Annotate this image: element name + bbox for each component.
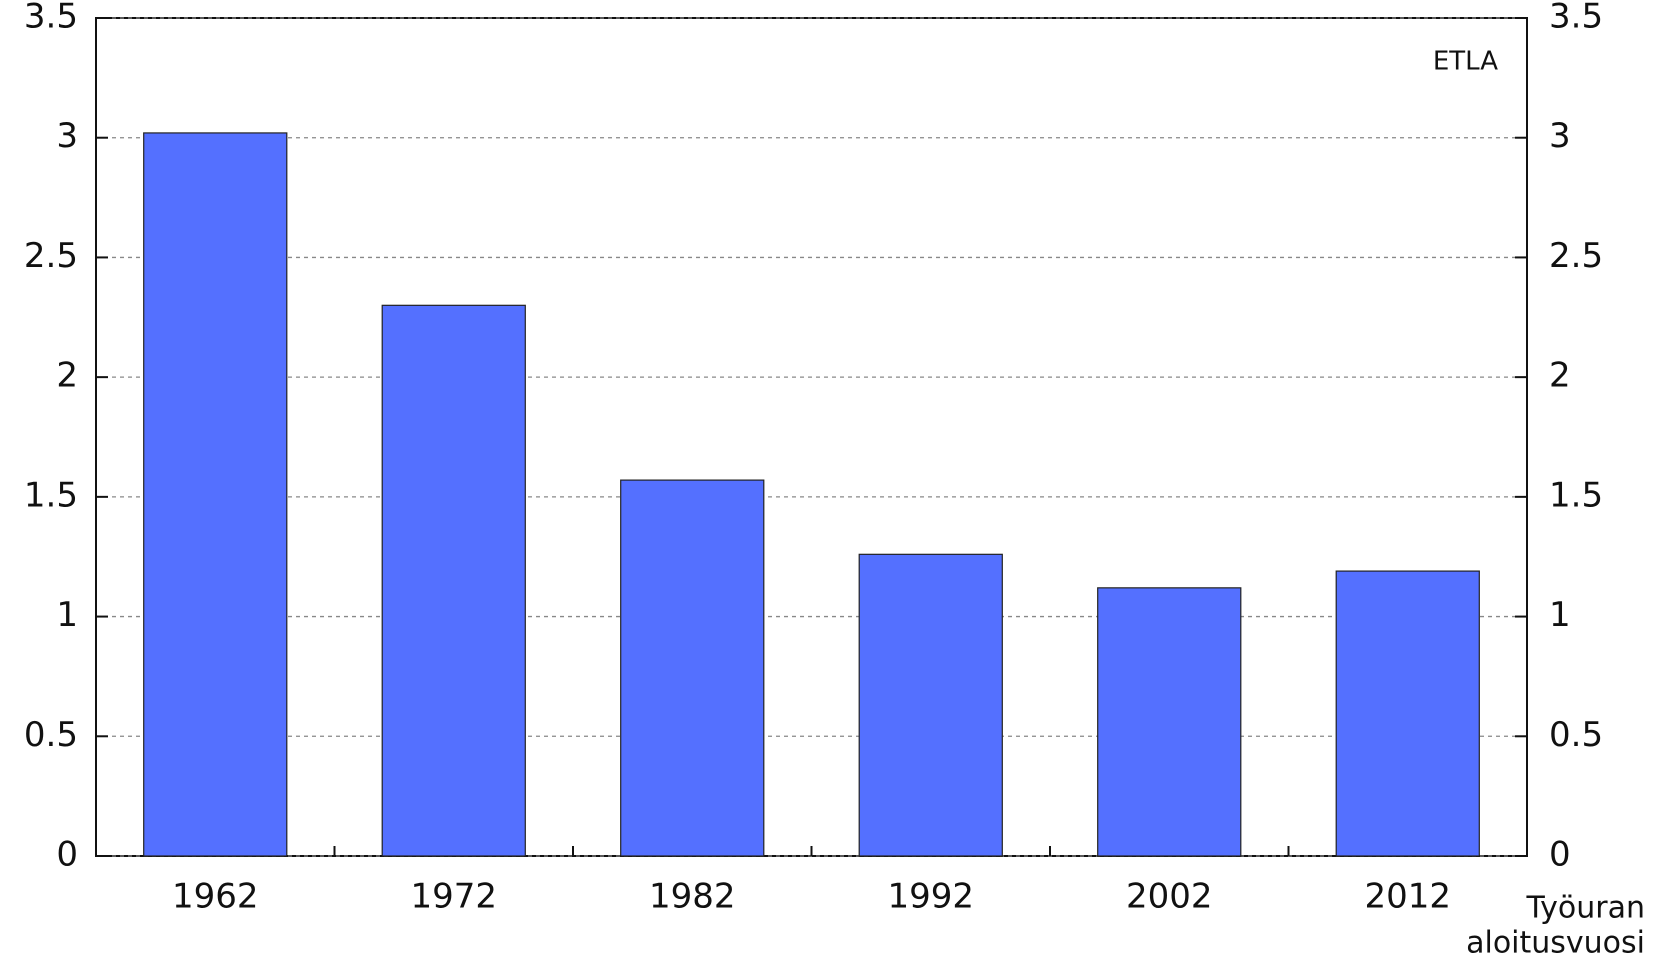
bar (620, 479, 765, 857)
y2-tick-label: 3 (1549, 116, 1571, 156)
x-axis-label: Työuran (1525, 891, 1645, 926)
y2-tick-label: 1 (1549, 595, 1571, 635)
y-tick-label: 3 (56, 116, 78, 156)
y2-tick-label: 2 (1549, 356, 1571, 396)
bar (858, 553, 1003, 857)
y-tick-label: 2 (56, 356, 78, 396)
bar (143, 132, 288, 857)
x-tick-label: 2002 (1126, 877, 1213, 917)
x-axis-label: aloitusvuosi (1466, 926, 1645, 958)
plot-frame (95, 17, 1528, 857)
y-tick-label: 1 (56, 595, 78, 635)
x-tick-label: 1992 (887, 877, 974, 917)
x-tick-label: 1962 (172, 877, 259, 917)
bar (1097, 587, 1242, 857)
bar (381, 304, 526, 857)
y2-tick-label: 3.5 (1549, 0, 1603, 37)
y2-tick-label: 1.5 (1549, 475, 1603, 515)
y-tick-label: 0 (56, 835, 78, 875)
y2-tick-label: 0.5 (1549, 715, 1603, 755)
y2-tick-label: 0 (1549, 835, 1571, 875)
bar (1335, 570, 1480, 857)
x-tick-label: 1972 (410, 877, 497, 917)
y-tick-label: 0.5 (24, 715, 78, 755)
y-tick-label: 2.5 (24, 236, 78, 276)
y2-tick-label: 2.5 (1549, 236, 1603, 276)
y-tick-label: 1.5 (24, 475, 78, 515)
x-tick-label: 2012 (1364, 877, 1451, 917)
y-tick-label: 3.5 (24, 0, 78, 37)
annotation: ETLA (1433, 47, 1498, 77)
x-tick-label: 1982 (649, 877, 736, 917)
